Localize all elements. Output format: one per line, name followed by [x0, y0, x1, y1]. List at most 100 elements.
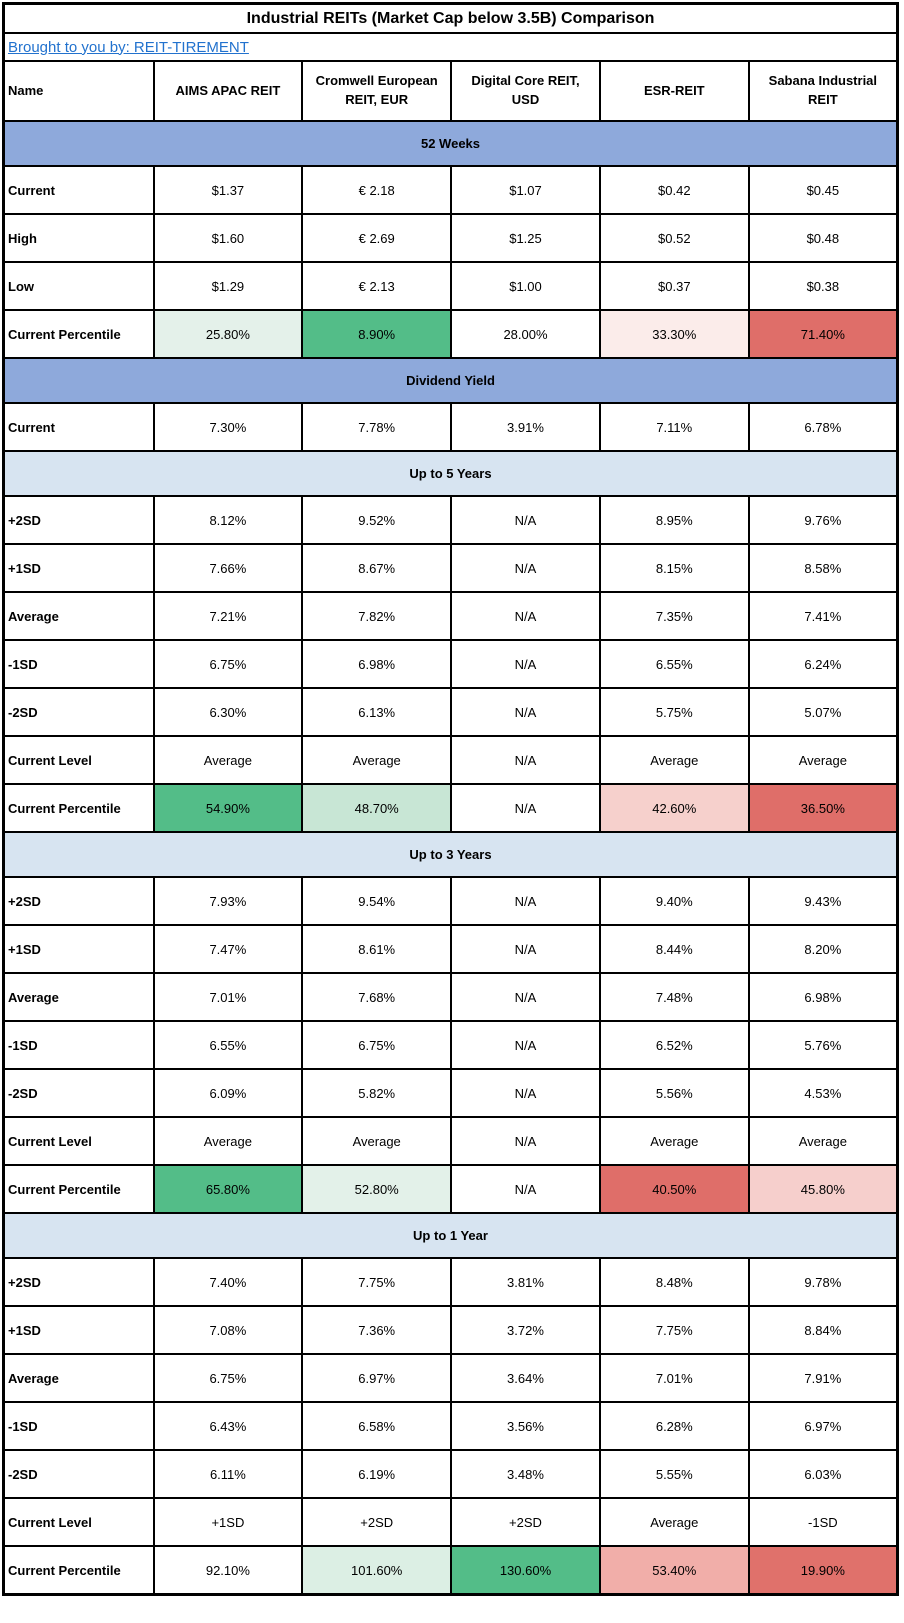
row-label: -1SD — [2, 1020, 155, 1070]
value-cell: Average — [747, 1116, 899, 1166]
value-cell: 92.10% — [152, 1545, 304, 1596]
value-cell: 52.80% — [301, 1164, 453, 1214]
value-cell: 9.52% — [301, 495, 453, 545]
value-cell: 101.60% — [301, 1545, 453, 1596]
row-label: Current Percentile — [2, 309, 155, 359]
column-header-cromwell-european-reit: Cromwell European REIT, EUR — [301, 60, 453, 122]
value-cell: 7.21% — [152, 591, 304, 641]
value-cell: 8.84% — [747, 1305, 899, 1355]
column-header-sabana-industrial-reit: Sabana Industrial REIT — [747, 60, 899, 122]
value-cell: 7.47% — [152, 924, 304, 974]
value-cell: 7.78% — [301, 402, 453, 452]
row-label: +1SD — [2, 543, 155, 593]
row-label: -1SD — [2, 639, 155, 689]
value-cell: 54.90% — [152, 783, 304, 833]
section-header-dividend-yield: Dividend Yield — [2, 357, 899, 404]
table-row-1sd: -1SD 6.55% 6.75% N/A 6.52% 5.76% — [2, 1020, 899, 1070]
value-cell: 6.28% — [598, 1401, 750, 1451]
table-row-1sd: +1SD 7.47% 8.61% N/A 8.44% 8.20% — [2, 924, 899, 974]
column-header-name: Name — [2, 60, 155, 122]
value-cell: N/A — [450, 543, 601, 593]
value-cell: 5.76% — [747, 1020, 899, 1070]
value-cell: 7.68% — [301, 972, 453, 1022]
value-cell: 42.60% — [598, 783, 750, 833]
value-cell: 7.48% — [598, 972, 750, 1022]
value-cell: 6.75% — [301, 1020, 453, 1070]
value-cell: 48.70% — [301, 783, 453, 833]
value-cell: 3.64% — [450, 1353, 601, 1403]
value-cell: 7.08% — [152, 1305, 304, 1355]
value-cell: € 2.69 — [301, 213, 453, 263]
value-cell: 6.55% — [598, 639, 750, 689]
value-cell: 8.90% — [301, 309, 453, 359]
value-cell: 6.13% — [301, 687, 453, 737]
section-header-row: Up to 5 Years — [2, 450, 899, 497]
value-cell: 5.07% — [747, 687, 899, 737]
value-cell: 7.91% — [747, 1353, 899, 1403]
value-cell: Average — [301, 1116, 453, 1166]
row-label: Current Percentile — [2, 783, 155, 833]
value-cell: 71.40% — [747, 309, 899, 359]
value-cell: 3.81% — [450, 1257, 601, 1307]
value-cell: $0.48 — [747, 213, 899, 263]
value-cell: $0.52 — [598, 213, 750, 263]
section-header-row: 52 Weeks — [2, 120, 899, 167]
value-cell: 9.54% — [301, 876, 453, 926]
value-cell: 6.11% — [152, 1449, 304, 1499]
table-row-2sd: -2SD 6.30% 6.13% N/A 5.75% 5.07% — [2, 687, 899, 737]
value-cell: 8.95% — [598, 495, 750, 545]
column-header-esr-reit: ESR-REIT — [598, 60, 750, 122]
value-cell: N/A — [450, 1020, 601, 1070]
value-cell: Average — [152, 1116, 304, 1166]
table-row-2sd: -2SD 6.09% 5.82% N/A 5.56% 4.53% — [2, 1068, 899, 1118]
value-cell: 6.98% — [301, 639, 453, 689]
value-cell: 6.75% — [152, 1353, 304, 1403]
value-cell: 7.82% — [301, 591, 453, 641]
value-cell: 5.56% — [598, 1068, 750, 1118]
row-label: Current Level — [2, 1116, 155, 1166]
reit-comparison-table: Industrial REITs (Market Cap below 3.5B)… — [2, 2, 899, 1596]
row-label: +2SD — [2, 1257, 155, 1307]
row-label: Average — [2, 1353, 155, 1403]
row-label: +1SD — [2, 924, 155, 974]
value-cell: +2SD — [301, 1497, 453, 1547]
table-row-1sd: +1SD 7.66% 8.67% N/A 8.15% 8.58% — [2, 543, 899, 593]
value-cell: 40.50% — [598, 1164, 750, 1214]
value-cell: 6.09% — [152, 1068, 304, 1118]
value-cell: 53.40% — [598, 1545, 750, 1596]
column-header-row: Name AIMS APAC REIT Cromwell European RE… — [2, 60, 899, 122]
section-header-up-to-3-years: Up to 3 Years — [2, 831, 899, 878]
value-cell: 9.78% — [747, 1257, 899, 1307]
value-cell: 6.97% — [747, 1401, 899, 1451]
value-cell: N/A — [450, 495, 601, 545]
table-row-current: Current 7.30% 7.78% 3.91% 7.11% 6.78% — [2, 402, 899, 452]
table-row-current-level: Current Level +1SD +2SD +2SD Average -1SD — [2, 1497, 899, 1547]
value-cell: 3.48% — [450, 1449, 601, 1499]
value-cell: $1.00 — [450, 261, 601, 311]
section-header-52-weeks: 52 Weeks — [2, 120, 899, 167]
table-row-low: Low $1.29 € 2.13 $1.00 $0.37 $0.38 — [2, 261, 899, 311]
row-label: +2SD — [2, 495, 155, 545]
value-cell: N/A — [450, 876, 601, 926]
value-cell: 7.93% — [152, 876, 304, 926]
table-row-average: Average 6.75% 6.97% 3.64% 7.01% 7.91% — [2, 1353, 899, 1403]
value-cell: 8.61% — [301, 924, 453, 974]
value-cell: 7.40% — [152, 1257, 304, 1307]
value-cell: N/A — [450, 972, 601, 1022]
value-cell: N/A — [450, 591, 601, 641]
value-cell: Average — [598, 1116, 750, 1166]
reit-tirement-link[interactable]: Brought to you by: REIT-TIREMENT — [8, 38, 249, 56]
value-cell: 36.50% — [747, 783, 899, 833]
value-cell: N/A — [450, 639, 601, 689]
value-cell: 3.56% — [450, 1401, 601, 1451]
value-cell: 65.80% — [152, 1164, 304, 1214]
value-cell: $0.45 — [747, 165, 899, 215]
value-cell: 7.75% — [301, 1257, 453, 1307]
value-cell: 6.30% — [152, 687, 304, 737]
table-row-2sd: -2SD 6.11% 6.19% 3.48% 5.55% 6.03% — [2, 1449, 899, 1499]
value-cell: 7.01% — [152, 972, 304, 1022]
value-cell: 6.97% — [301, 1353, 453, 1403]
value-cell: $1.07 — [450, 165, 601, 215]
value-cell: 9.40% — [598, 876, 750, 926]
value-cell: 45.80% — [747, 1164, 899, 1214]
